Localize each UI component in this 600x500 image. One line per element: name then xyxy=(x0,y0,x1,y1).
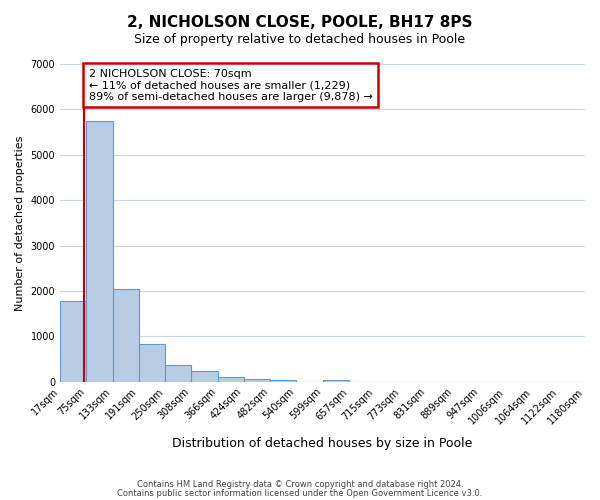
Text: Contains HM Land Registry data © Crown copyright and database right 2024.: Contains HM Land Registry data © Crown c… xyxy=(137,480,463,489)
Bar xyxy=(244,380,270,382)
Bar xyxy=(270,380,296,382)
Bar xyxy=(191,372,218,382)
Bar xyxy=(86,120,113,382)
Bar xyxy=(139,344,165,382)
Bar xyxy=(323,380,349,382)
Text: 2, NICHOLSON CLOSE, POOLE, BH17 8PS: 2, NICHOLSON CLOSE, POOLE, BH17 8PS xyxy=(127,15,473,30)
X-axis label: Distribution of detached houses by size in Poole: Distribution of detached houses by size … xyxy=(172,437,473,450)
Bar xyxy=(218,377,244,382)
Text: Contains public sector information licensed under the Open Government Licence v3: Contains public sector information licen… xyxy=(118,488,482,498)
Text: 2 NICHOLSON CLOSE: 70sqm
← 11% of detached houses are smaller (1,229)
89% of sem: 2 NICHOLSON CLOSE: 70sqm ← 11% of detach… xyxy=(89,68,373,102)
Bar xyxy=(60,301,86,382)
Bar xyxy=(165,365,191,382)
Bar xyxy=(113,288,139,382)
Text: Size of property relative to detached houses in Poole: Size of property relative to detached ho… xyxy=(134,32,466,46)
Y-axis label: Number of detached properties: Number of detached properties xyxy=(15,135,25,310)
